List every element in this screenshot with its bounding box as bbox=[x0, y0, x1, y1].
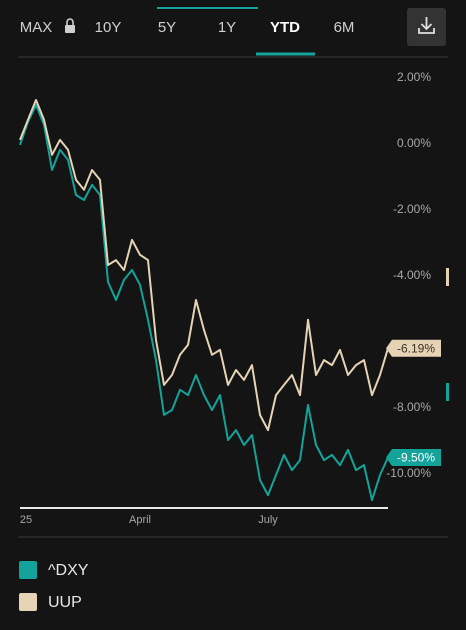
time-range-tab[interactable]: 10Y bbox=[95, 19, 122, 36]
edge-marker bbox=[446, 268, 449, 286]
legend-swatch bbox=[19, 561, 37, 579]
x-tick-label: 25 bbox=[20, 514, 32, 526]
legend-label: UUP bbox=[48, 594, 82, 611]
time-range-tab[interactable]: MAX bbox=[20, 19, 53, 36]
time-range-tab[interactable]: 6M bbox=[334, 19, 355, 36]
time-range-tab[interactable]: 1Y bbox=[218, 19, 236, 36]
y-tick-label: -2.00% bbox=[393, 202, 431, 216]
download-icon bbox=[418, 17, 435, 34]
x-tick-label: July bbox=[258, 514, 278, 526]
y-tick-label: -4.00% bbox=[393, 268, 431, 282]
lock-icon bbox=[66, 18, 74, 25]
legend-label: ^DXY bbox=[48, 562, 89, 579]
edge-marker bbox=[446, 383, 449, 401]
series-line bbox=[19, 103, 389, 502]
lock-icon bbox=[65, 25, 75, 33]
time-range-tab[interactable]: YTD bbox=[270, 19, 300, 36]
value-badge bbox=[386, 339, 441, 357]
series-line bbox=[19, 99, 389, 432]
value-label: -9.50% bbox=[397, 451, 435, 465]
y-tick-label: 0.00% bbox=[397, 136, 431, 150]
value-badge bbox=[386, 449, 441, 467]
time-range-tab[interactable]: 5Y bbox=[158, 19, 176, 36]
y-tick-label: -10.00% bbox=[386, 466, 431, 480]
x-tick-label: April bbox=[129, 514, 151, 526]
y-tick-label: -8.00% bbox=[393, 400, 431, 414]
legend-swatch bbox=[19, 593, 37, 611]
y-tick-label: 2.00% bbox=[397, 70, 431, 84]
value-label: -6.19% bbox=[397, 341, 435, 355]
